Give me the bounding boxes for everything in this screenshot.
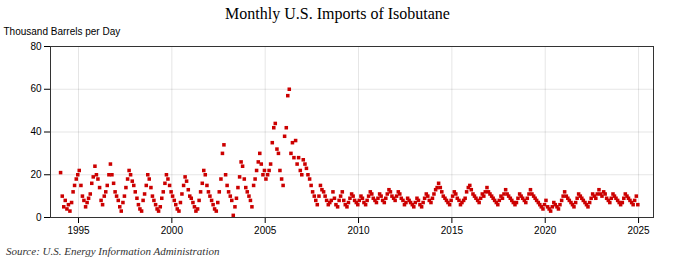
svg-text:60: 60	[30, 83, 42, 94]
html-text:Source: U.S. Energy Informatio: Source: U.S. Energy Information Administ…	[6, 245, 220, 257]
svg-text:1995: 1995	[67, 225, 90, 236]
svg-text:2010: 2010	[347, 225, 370, 236]
svg-text:20: 20	[30, 169, 42, 180]
svg-text:Thousand Barrels per Day: Thousand Barrels per Day	[4, 26, 121, 37]
svg-text:0: 0	[36, 212, 42, 223]
svg-text:2020: 2020	[534, 225, 557, 236]
svg-text:80: 80	[30, 41, 42, 52]
svg-text:40: 40	[30, 126, 42, 137]
svg-text:2015: 2015	[441, 225, 464, 236]
html-text:Monthly U.S. Imports of Isobut: Monthly U.S. Imports of Isobutane	[225, 5, 450, 22]
svg-text:2005: 2005	[254, 225, 277, 236]
svg-text:2000: 2000	[161, 225, 184, 236]
svg-text:2025: 2025	[627, 225, 650, 236]
